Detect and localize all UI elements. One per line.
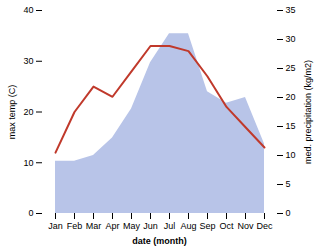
svg-text:30: 30 — [23, 56, 33, 66]
svg-text:Jun: Jun — [143, 221, 158, 231]
svg-text:Apr: Apr — [105, 221, 119, 231]
svg-text:10: 10 — [286, 150, 296, 160]
svg-text:Aug: Aug — [180, 221, 196, 231]
svg-text:35: 35 — [286, 5, 296, 15]
svg-text:10: 10 — [23, 158, 33, 168]
svg-text:40: 40 — [23, 5, 33, 15]
svg-text:Feb: Feb — [67, 221, 83, 231]
svg-text:25: 25 — [286, 63, 296, 73]
svg-text:May: May — [123, 221, 141, 231]
svg-text:5: 5 — [286, 179, 291, 189]
svg-text:med. precipitation (kg/m2): med. precipitation (kg/m2) — [303, 60, 313, 164]
svg-text:20: 20 — [286, 92, 296, 102]
svg-text:date (month): date (month) — [132, 236, 187, 246]
svg-text:Jul: Jul — [164, 221, 176, 231]
svg-text:Sep: Sep — [199, 221, 215, 231]
svg-text:0: 0 — [286, 208, 291, 218]
svg-text:30: 30 — [286, 34, 296, 44]
svg-text:15: 15 — [286, 121, 296, 131]
svg-text:Mar: Mar — [86, 221, 102, 231]
svg-text:Oct: Oct — [219, 221, 234, 231]
svg-text:max temp (C): max temp (C) — [7, 85, 17, 140]
svg-text:Nov: Nov — [237, 221, 254, 231]
svg-text:Dec: Dec — [256, 221, 273, 231]
svg-text:Jan: Jan — [48, 221, 63, 231]
svg-text:0: 0 — [28, 208, 33, 218]
svg-text:20: 20 — [23, 107, 33, 117]
